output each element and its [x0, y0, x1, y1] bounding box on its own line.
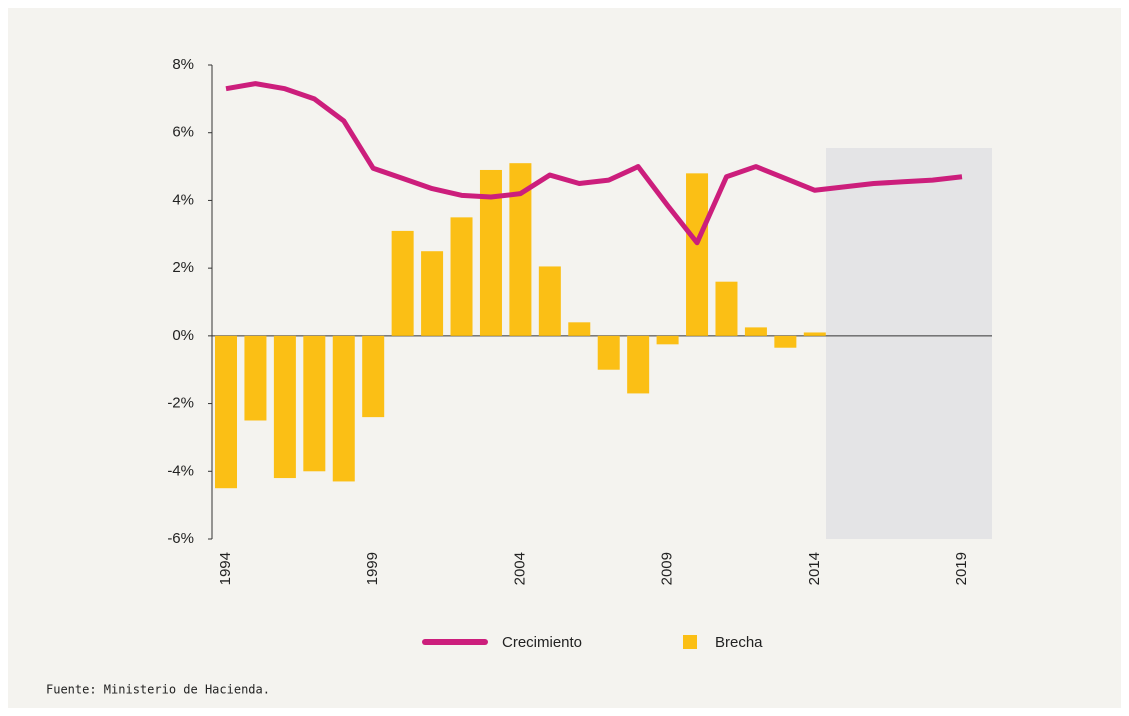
bar: [597, 335, 620, 370]
x-tick-label: 2004: [511, 552, 528, 585]
y-tick-label: 0%: [172, 327, 194, 344]
bar: [568, 322, 591, 336]
bar: [332, 335, 355, 482]
bar: [744, 327, 767, 336]
bar: [273, 335, 296, 479]
y-tick-label: 8%: [172, 56, 194, 73]
bar: [450, 217, 473, 336]
legend-label: Brecha: [715, 634, 763, 651]
bar: [803, 332, 826, 336]
line: [225, 81, 963, 246]
x-tick-label: 1999: [364, 552, 381, 585]
bar: [509, 163, 532, 336]
y-tick-label: -4%: [167, 462, 194, 479]
bar: [656, 335, 679, 345]
y-tick-label: 2%: [172, 259, 194, 276]
bar: [479, 169, 502, 336]
bar: [421, 251, 444, 336]
y-tick-label: -2%: [167, 395, 194, 412]
legend-label: Crecimiento: [502, 634, 582, 651]
bar: [244, 335, 267, 421]
source-note: Fuente: Ministerio de Hacienda.: [46, 683, 270, 697]
legend-swatch: [683, 635, 697, 649]
bar: [715, 281, 738, 336]
y-tick-label: 4%: [172, 191, 194, 208]
bar: [391, 230, 414, 336]
x-tick-label: 2009: [659, 552, 676, 585]
bar: [362, 335, 385, 418]
bar: [686, 173, 709, 336]
bar: [538, 266, 561, 336]
bar: [215, 335, 237, 489]
projection-band: [826, 148, 992, 539]
bar: [627, 335, 650, 394]
x-tick-label: 2019: [953, 552, 970, 585]
bar: [303, 335, 326, 472]
y-tick-label: 6%: [172, 124, 194, 141]
x-tick-label: 1994: [217, 552, 234, 585]
bar: [774, 335, 797, 348]
y-tick-label: -6%: [167, 530, 194, 547]
x-tick-label: 2014: [806, 552, 823, 585]
